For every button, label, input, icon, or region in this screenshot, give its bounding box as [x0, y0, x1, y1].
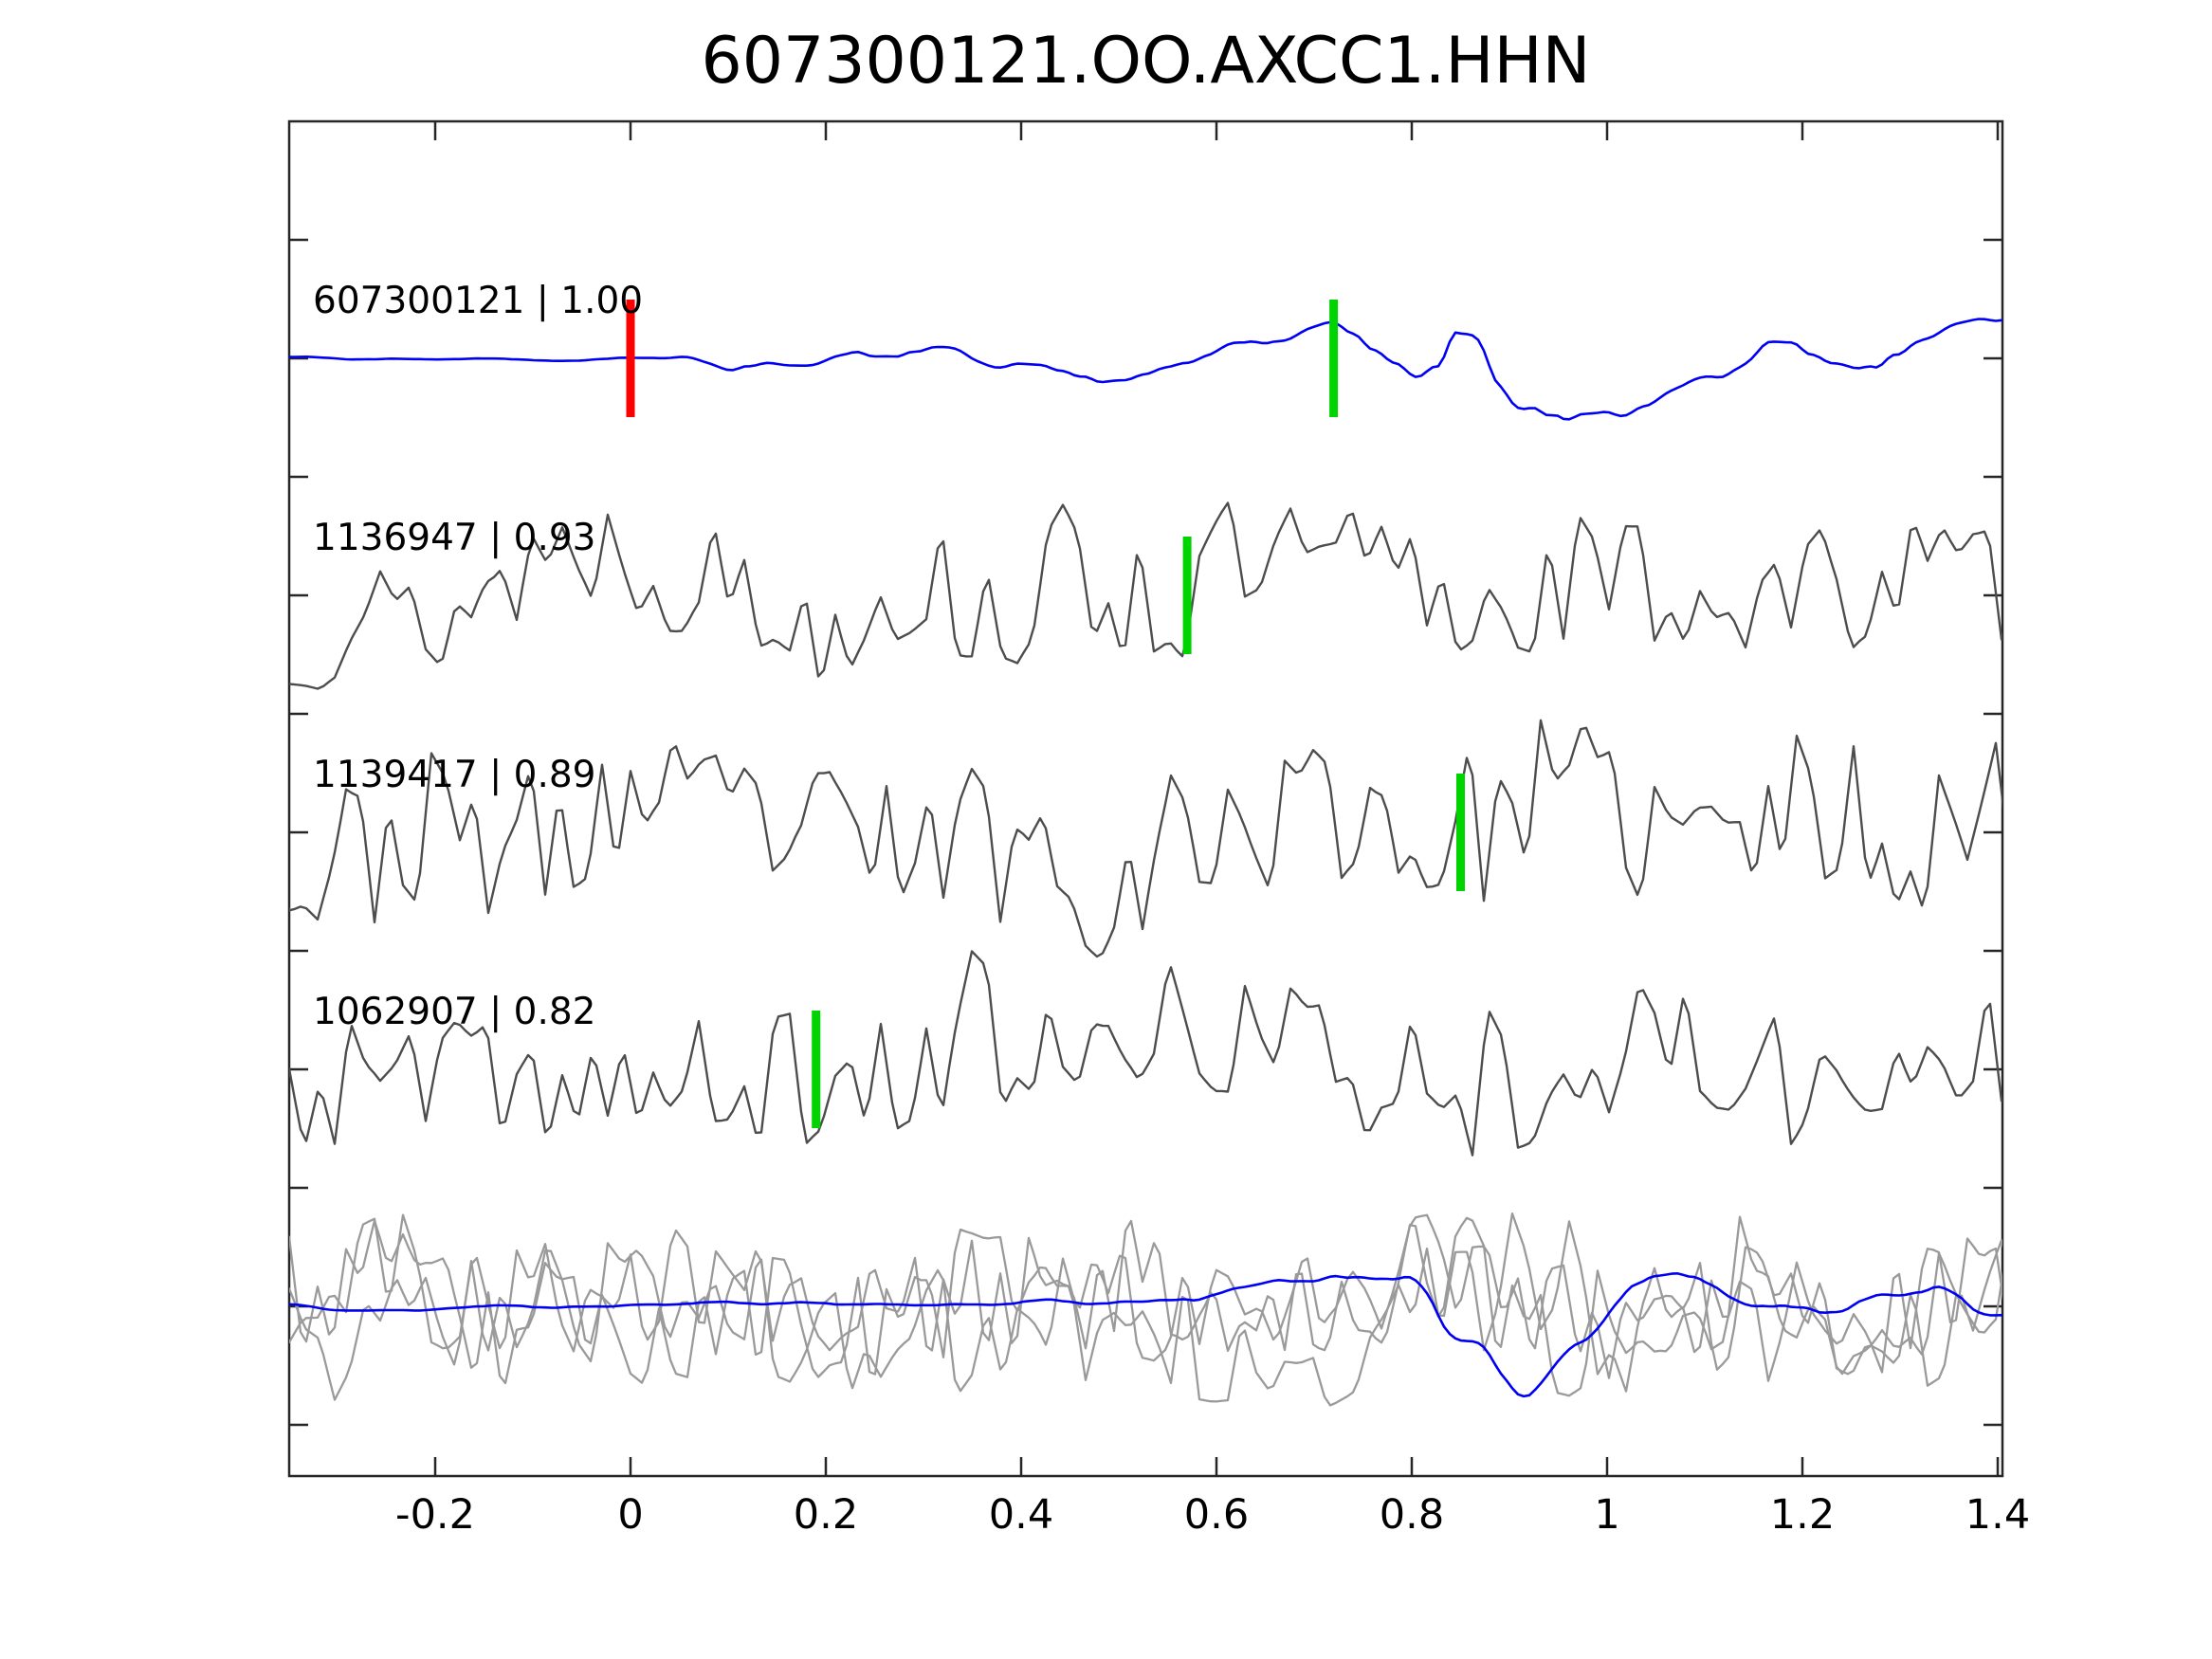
trace-label-member-1: 1136947 | 0.93: [313, 517, 596, 559]
trace-label-member-3: 1062907 | 0.82: [313, 991, 596, 1033]
x-tick-label-1.2: 1.2: [1769, 1491, 1836, 1539]
x-tick-label-0.2: 0.2: [793, 1491, 859, 1539]
overlay-waveform-1: [289, 1213, 2002, 1401]
overlay-waveform-3: [289, 1272, 2002, 1398]
overlay-waveform-2: [289, 1215, 2002, 1397]
trace-waveform-607300121: [289, 318, 2002, 421]
trace-waveform-1062907: [289, 950, 2002, 1157]
pick-marker-1136947: [1182, 537, 1192, 654]
pick-marker-1062907: [812, 1011, 821, 1128]
trace-label-template: 607300121 | 1.00: [313, 280, 644, 322]
x-tick-label-0: 0: [617, 1491, 644, 1539]
x-tick-label--0.2: -0.2: [395, 1491, 475, 1539]
template-pick-marker-607300121: [626, 300, 635, 417]
x-tick-label-1: 1: [1594, 1491, 1620, 1539]
page-title: 607300121.OO.AXCC1.HHN: [701, 24, 1591, 99]
overlay-waveform-0: [289, 1212, 2002, 1407]
x-tick-label-0.6: 0.6: [1183, 1491, 1250, 1539]
trace-waveform-1136947: [289, 501, 2002, 690]
trace-waveform-1139417: [289, 719, 2002, 958]
x-tick-label-1.4: 1.4: [1965, 1491, 2031, 1539]
x-tick-label-0.8: 0.8: [1379, 1491, 1445, 1539]
x-tick-label-0.4: 0.4: [988, 1491, 1054, 1539]
pick-marker-1139417: [1456, 774, 1465, 891]
pick-marker-607300121: [1329, 300, 1339, 417]
trace-label-member-2: 1139417 | 0.89: [313, 754, 596, 796]
